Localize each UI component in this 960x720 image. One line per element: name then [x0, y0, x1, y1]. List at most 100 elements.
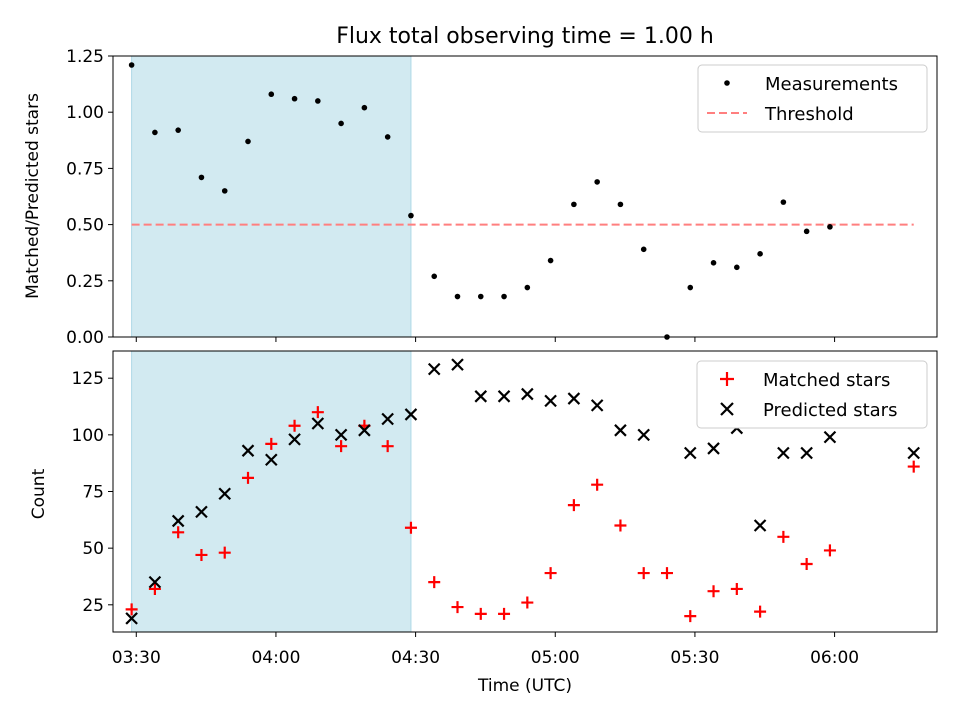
bottom-axes-frame	[112, 350, 938, 633]
predicted-point	[451, 358, 464, 371]
measurement-point	[408, 212, 414, 219]
matched-point	[474, 607, 487, 620]
top-y-tick-label: 0.50	[66, 216, 104, 236]
measurement-point	[524, 284, 531, 291]
predicted-point	[358, 424, 371, 437]
top-axes-frame	[112, 55, 938, 338]
x-tick-label: 04:00	[251, 648, 300, 668]
predicted-point	[288, 433, 301, 446]
matched-point	[800, 558, 813, 571]
matched-point	[311, 406, 324, 419]
matched-point	[777, 530, 790, 543]
predicted-point	[823, 430, 837, 444]
matched-point	[567, 499, 580, 512]
matched-point	[521, 596, 534, 609]
measurement-point	[477, 293, 484, 300]
bottom-panel: 25 50 75 100 125 03:30 04:00 04:30 05:00 05:30 06…	[29, 350, 938, 696]
bottom-shaded-span	[131, 350, 412, 633]
top-series-measurements	[128, 62, 917, 340]
matched-point	[823, 544, 836, 557]
top-y-tick-label: 1.25	[66, 47, 104, 67]
predicted-point	[907, 446, 921, 460]
matched-point	[730, 582, 743, 595]
measurement-point	[268, 91, 275, 98]
matched-point	[404, 521, 417, 534]
predicted-point	[637, 428, 650, 442]
matched-point	[195, 548, 208, 561]
measurement-point	[128, 62, 135, 68]
predicted-point	[521, 387, 534, 401]
matched-point	[218, 546, 231, 559]
legend-predicted-marker	[720, 402, 734, 416]
measurement-point	[571, 201, 577, 208]
matched-point	[498, 607, 511, 620]
matched-point	[125, 603, 138, 616]
measurement-point	[710, 260, 717, 266]
predicted-point	[497, 390, 511, 403]
measurement-point	[152, 129, 158, 136]
bottom-y-tick-label: 50	[82, 539, 104, 559]
measurement-point	[827, 224, 833, 230]
predicted-point	[404, 408, 418, 421]
top-shaded-span	[131, 55, 412, 338]
x-tick-label: 05:30	[670, 648, 719, 668]
predicted-point	[800, 446, 813, 460]
measurement-point	[617, 201, 624, 208]
matched-point	[265, 437, 278, 450]
predicted-point	[474, 390, 488, 403]
matched-point	[148, 582, 161, 595]
x-tick-label: 06:00	[810, 648, 859, 668]
measurement-point	[221, 188, 228, 194]
measurement-point	[803, 228, 810, 235]
bottom-legend: Matched stars Predicted stars	[696, 360, 928, 429]
legend-matched-label: Matched stars	[763, 370, 890, 391]
measurement-point	[780, 199, 787, 205]
legend-threshold-label: Threshold	[764, 104, 854, 125]
measurement-point	[361, 104, 368, 111]
bottom-y-axis: 25 50 75 100 125	[72, 369, 113, 616]
legend-predicted-label: Predicted stars	[763, 400, 897, 421]
predicted-point	[707, 442, 720, 455]
predicted-point	[125, 612, 138, 625]
measurement-point	[501, 293, 507, 300]
predicted-point	[311, 417, 325, 430]
matched-point	[451, 601, 464, 614]
predicted-point	[218, 487, 232, 501]
top-y-tick-label: 0.25	[66, 272, 104, 292]
measurement-point	[245, 138, 251, 145]
top-legend: Measurements Threshold	[697, 64, 928, 133]
measurement-point	[734, 264, 740, 271]
top-panel: 0.00 0.25 0.50 0.75 1.00 1.25 Matched/Predict…	[23, 47, 938, 348]
predicted-point	[683, 446, 697, 460]
measurement-point	[757, 251, 763, 257]
predicted-point	[265, 453, 278, 467]
bottom-series-matched	[125, 406, 920, 623]
predicted-point	[148, 575, 162, 589]
predicted-point	[614, 424, 627, 437]
legend-measurements-label: Measurements	[765, 74, 898, 95]
x-tick-label: 04:30	[391, 648, 440, 668]
predicted-point	[753, 519, 767, 532]
measurement-point	[384, 134, 391, 140]
matched-point	[660, 567, 673, 580]
x-axis-label: Time (UTC)	[477, 676, 572, 696]
matched-point	[707, 585, 720, 598]
predicted-point	[241, 444, 255, 457]
matched-point	[288, 419, 301, 432]
measurement-point	[175, 127, 181, 133]
bottom-y-tick-label: 100	[72, 426, 104, 446]
predicted-point	[777, 446, 790, 460]
predicted-point	[171, 514, 185, 528]
matched-point	[381, 440, 394, 453]
matched-point	[242, 471, 255, 484]
top-y-tick-label: 0.75	[66, 159, 104, 179]
predicted-point	[567, 392, 581, 405]
top-y-tick-label: 1.00	[66, 103, 104, 123]
predicted-point	[427, 362, 441, 376]
predicted-point	[381, 412, 394, 426]
matched-point	[754, 605, 767, 618]
legend-measurements-marker	[724, 80, 730, 86]
measurement-point	[338, 120, 344, 127]
matched-point	[544, 567, 557, 580]
